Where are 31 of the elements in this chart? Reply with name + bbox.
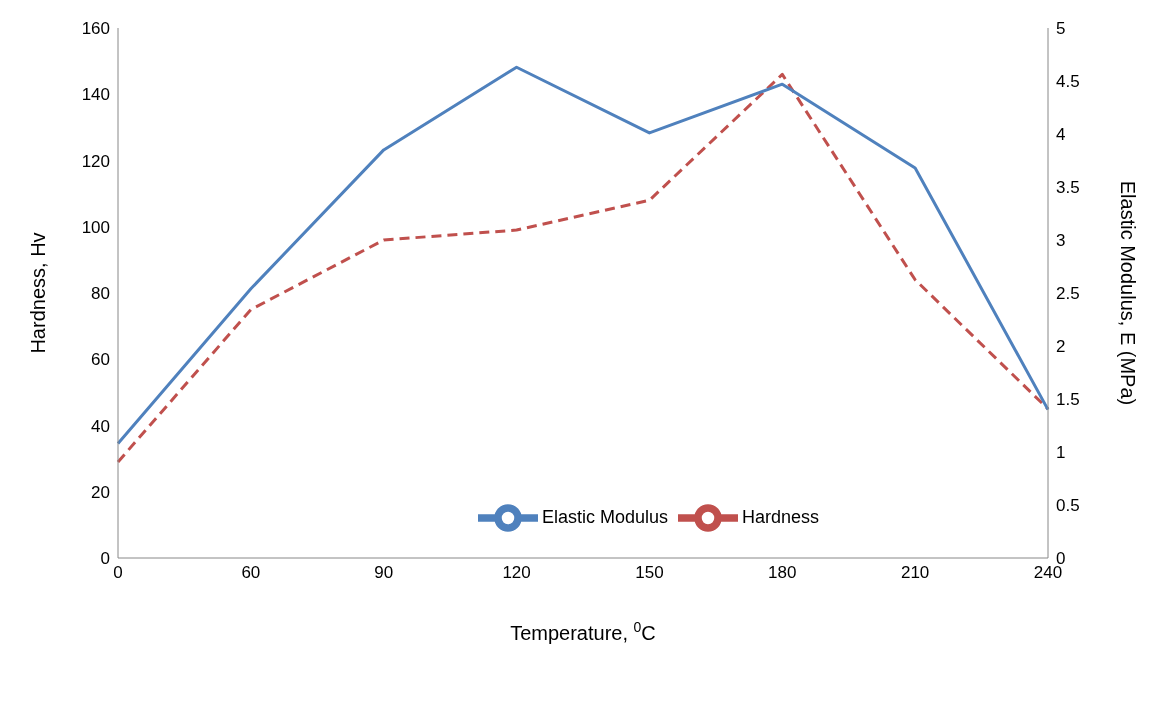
- y-tick-label: 40: [91, 416, 110, 436]
- x-tick-label: 90: [374, 563, 394, 583]
- x-tick-label: 180: [768, 563, 797, 583]
- y2-tick-label: 2.5: [1056, 284, 1080, 304]
- y2-tick-label: 2: [1056, 337, 1066, 357]
- y-tick-label: 100: [81, 217, 110, 237]
- y-tick-label: 20: [91, 482, 110, 502]
- y-axis-title: Hardness, Hv: [27, 232, 50, 354]
- x-tick-label: 0: [113, 563, 123, 583]
- x-axis-title: Temperature, $^{0}$C: [510, 619, 656, 644]
- x-tick-label: 120: [502, 563, 531, 583]
- y-tick-label: 160: [81, 19, 110, 39]
- y2-tick-label: 3: [1056, 231, 1066, 251]
- y2-tick-label: 1.5: [1056, 390, 1080, 410]
- y2-tick-label: 5: [1056, 19, 1066, 39]
- y2-axis-title: Elastic Modulus, E (MPa): [1116, 180, 1139, 406]
- x-tick-label: 150: [635, 563, 664, 583]
- y2-tick-label: 4: [1056, 125, 1066, 145]
- y-tick-label: 120: [81, 151, 110, 171]
- y2-tick-label: 1: [1056, 443, 1066, 463]
- y2-tick-label: 0.5: [1056, 496, 1080, 516]
- legend-label: Elastic Modulus: [542, 506, 669, 527]
- y2-tick-label: 3.5: [1056, 178, 1080, 198]
- y2-tick-label: 4.5: [1056, 72, 1080, 92]
- y-tick-label: 140: [81, 85, 110, 105]
- y-tick-label: 0: [100, 549, 110, 569]
- y-tick-label: 60: [91, 350, 110, 370]
- x-tick-label: 60: [241, 563, 261, 583]
- y-tick-label: 80: [91, 284, 110, 304]
- x-tick-label: 210: [900, 563, 930, 583]
- legend-label: Hardness: [742, 506, 820, 527]
